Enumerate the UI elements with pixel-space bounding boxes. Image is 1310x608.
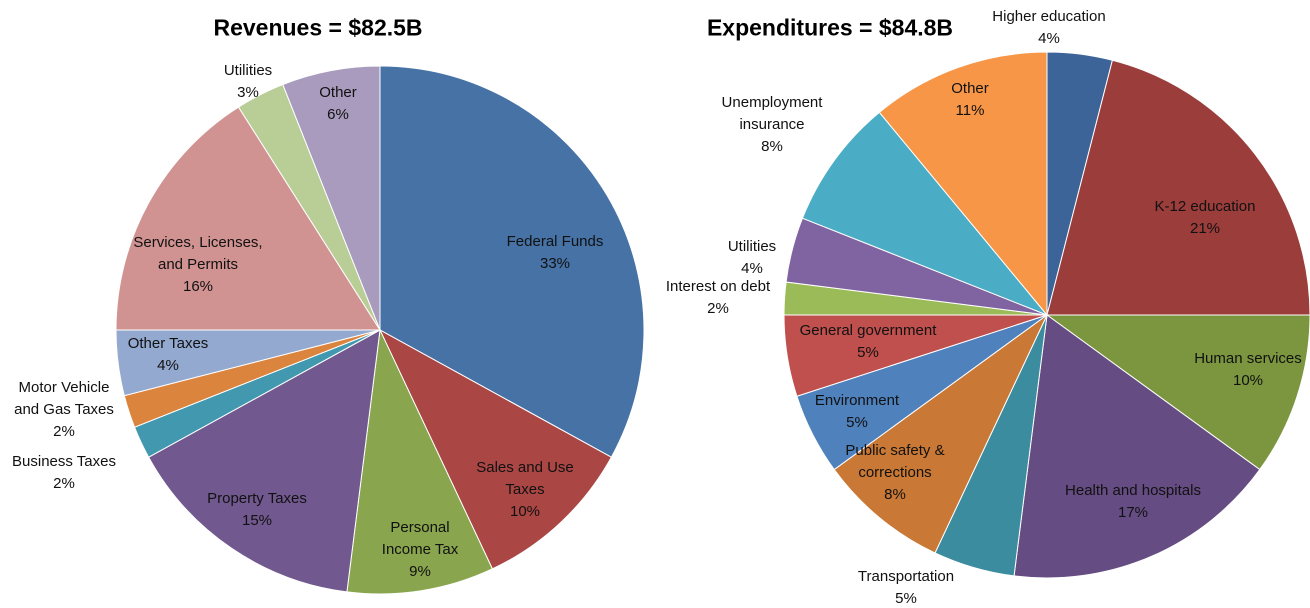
pie-slice xyxy=(147,329,381,593)
slice-name: Transportation xyxy=(857,568,955,585)
slice-name: Environment xyxy=(814,392,900,409)
slice-label: Other 11% xyxy=(951,78,989,122)
slice-name: Federal Funds xyxy=(506,233,604,250)
slice-label: Personal Income Tax 9% xyxy=(382,517,458,583)
slice-name: Personal Income Tax xyxy=(381,519,459,558)
slice-name: Motor Vehicle and Gas Taxes xyxy=(14,379,114,418)
slice-name: Utilities xyxy=(727,238,777,255)
slice-name: Other xyxy=(319,84,357,101)
pie-slice xyxy=(378,328,613,570)
slice-label: Human services 10% xyxy=(1194,348,1302,392)
slice-label: Other Taxes 4% xyxy=(128,333,209,377)
slice-label: Business Taxes 2% xyxy=(12,451,116,495)
slice-label: Motor Vehicle and Gas Taxes 2% xyxy=(14,377,114,443)
slice-percent: 16% xyxy=(182,278,214,295)
slice-label: Federal Funds 33% xyxy=(507,231,604,275)
slice-name: Higher education xyxy=(992,8,1106,25)
slice-label: Utilities 3% xyxy=(224,60,272,104)
chart-title: Expenditures = $84.8B xyxy=(706,14,954,41)
slice-percent: 9% xyxy=(409,563,431,580)
pie-slice xyxy=(346,328,494,595)
slice-percent: 10% xyxy=(1232,372,1264,389)
slice-name: General government xyxy=(799,322,937,339)
slice-name: K-12 education xyxy=(1154,198,1256,215)
slice-percent: 11% xyxy=(955,102,985,119)
slice-label: K-12 education 21% xyxy=(1155,196,1256,240)
slice-percent: 4% xyxy=(741,260,763,277)
slice-label: Higher education 4% xyxy=(992,6,1105,50)
slice-name: Services, Licenses, and Permits xyxy=(133,234,263,273)
slice-percent: 17% xyxy=(1117,504,1149,521)
slice-name: Other Taxes xyxy=(127,335,209,352)
slice-label: General government 5% xyxy=(800,320,937,364)
slice-label: Interest on debt 2% xyxy=(666,276,770,320)
pie-slice xyxy=(801,111,1048,316)
slice-name: Property Taxes xyxy=(207,490,307,507)
slice-label: Environment 5% xyxy=(815,390,899,434)
chart-title: Revenues = $82.5B xyxy=(213,14,423,41)
slice-name: Utilities xyxy=(223,62,273,79)
slice-name: Public safety & corrections xyxy=(845,442,945,481)
pie-slice xyxy=(833,314,1048,554)
slice-name: Other xyxy=(951,80,989,97)
slice-percent: 33% xyxy=(539,255,571,272)
slice-percent: 4% xyxy=(1038,30,1060,47)
slice-label: Other 6% xyxy=(319,82,357,126)
slice-percent: 21% xyxy=(1189,220,1221,237)
slice-label: Unemployment insurance 8% xyxy=(722,92,823,158)
slice-name: Human services xyxy=(1194,350,1302,367)
slice-label: Property Taxes 15% xyxy=(207,488,307,532)
slice-name: Business Taxes xyxy=(12,453,116,470)
pie-slice xyxy=(282,65,381,331)
pie-slice xyxy=(878,51,1048,317)
slice-label: Transportation 5% xyxy=(858,566,954,608)
slice-label: Public safety & corrections 8% xyxy=(845,440,944,506)
pie-slice xyxy=(1013,314,1261,579)
slice-percent: 2% xyxy=(707,300,729,317)
slice-percent: 2% xyxy=(53,475,75,492)
slice-label: Services, Licenses, and Permits 16% xyxy=(133,232,262,298)
slice-percent: 10% xyxy=(509,503,541,520)
slice-percent: 4% xyxy=(157,357,179,374)
slice-label: Utilities 4% xyxy=(728,236,776,280)
slice-percent: 3% xyxy=(237,84,259,101)
pie-slice xyxy=(1046,59,1310,316)
slice-name: Health and hospitals xyxy=(1065,482,1201,499)
slice-percent: 6% xyxy=(327,106,349,123)
pie-slice xyxy=(379,65,645,458)
pie-slice xyxy=(115,106,381,331)
slice-label: Sales and Use Taxes 10% xyxy=(476,457,574,523)
slice-percent: 5% xyxy=(846,414,868,431)
slice-percent: 8% xyxy=(761,138,783,155)
slice-percent: 8% xyxy=(884,486,906,503)
slice-name: Sales and Use Taxes xyxy=(476,459,574,498)
slice-percent: 5% xyxy=(895,590,917,607)
slice-percent: 2% xyxy=(53,423,75,440)
slice-percent: 15% xyxy=(241,512,273,529)
slice-label: Health and hospitals 17% xyxy=(1065,480,1201,524)
slice-percent: 5% xyxy=(857,344,879,361)
slice-name: Unemployment insurance xyxy=(721,94,823,133)
slice-name: Interest on debt xyxy=(665,278,771,295)
